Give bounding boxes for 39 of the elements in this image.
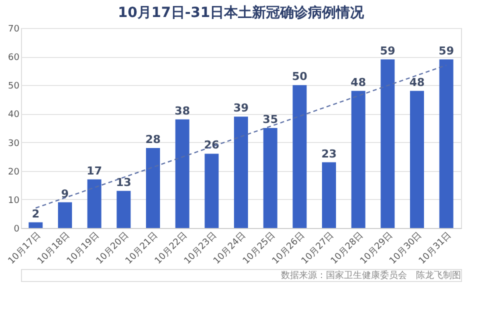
data-label: 38 <box>174 104 190 118</box>
y-tick-label: 20 <box>8 167 20 178</box>
bar <box>351 90 366 228</box>
chart-title: 10月17日-31日本土新冠确诊病例情况 <box>118 4 366 21</box>
data-label: 28 <box>145 133 161 146</box>
data-label: 48 <box>409 76 425 89</box>
source-note: 数据来源：国家卫生健康委员会 陈龙飞制图 <box>281 270 461 281</box>
y-tick-label: 70 <box>8 24 20 34</box>
data-label: 2 <box>32 207 40 220</box>
bar <box>263 128 278 228</box>
bar <box>292 85 307 228</box>
bar <box>380 59 395 228</box>
bar <box>204 154 219 228</box>
data-label: 59 <box>438 44 454 58</box>
data-label: 17 <box>86 164 102 178</box>
bar <box>322 162 336 228</box>
y-tick-label: 10 <box>8 196 20 206</box>
bar <box>28 222 43 228</box>
bar <box>410 90 424 228</box>
bar <box>146 148 160 228</box>
bar <box>234 116 248 228</box>
data-label: 50 <box>292 70 308 84</box>
bar <box>175 119 190 228</box>
y-tick-label: 0 <box>14 224 20 234</box>
bar <box>58 202 72 228</box>
data-label: 48 <box>350 76 366 89</box>
y-tick-label: 40 <box>8 110 20 120</box>
data-label: 59 <box>380 44 396 58</box>
data-label: 35 <box>262 113 278 126</box>
bar <box>439 59 454 228</box>
bar <box>116 190 131 228</box>
bar <box>87 179 102 228</box>
data-label: 39 <box>233 102 249 115</box>
y-tick-label: 50 <box>8 82 20 92</box>
y-tick-label: 30 <box>8 138 20 149</box>
y-tick-label: 60 <box>8 53 20 64</box>
data-label: 9 <box>61 187 69 200</box>
data-label: 23 <box>321 147 337 160</box>
data-label: 13 <box>116 176 132 189</box>
